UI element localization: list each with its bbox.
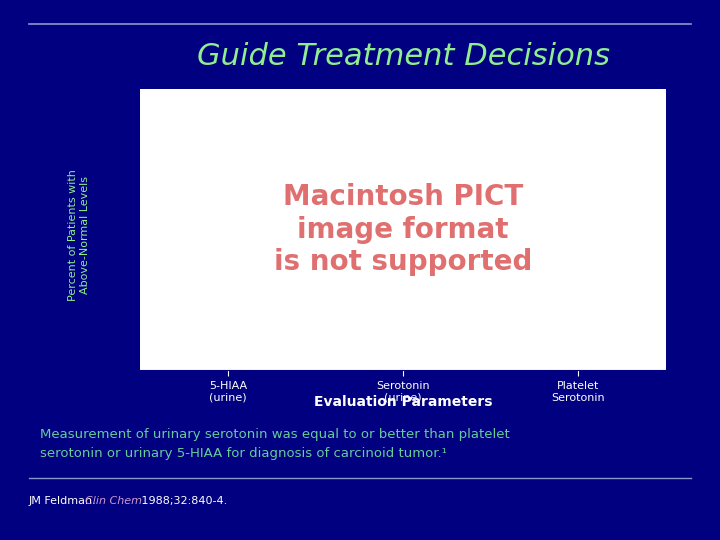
Text: Guide Treatment Decisions: Guide Treatment Decisions	[197, 42, 610, 71]
Text: Clin Chem.: Clin Chem.	[85, 496, 145, 506]
Text: 1988;32:840-4.: 1988;32:840-4.	[138, 496, 228, 506]
Text: Evaluation Parameters: Evaluation Parameters	[314, 395, 492, 409]
Text: serotonin or urinary 5-HIAA for diagnosis of carcinoid tumor.¹: serotonin or urinary 5-HIAA for diagnosi…	[40, 447, 446, 460]
Text: Percent of Patients with
Above-Normal Levels: Percent of Patients with Above-Normal Le…	[68, 169, 90, 301]
Text: JM Feldman.: JM Feldman.	[29, 496, 100, 506]
Text: Macintosh PICT
image format
is not supported: Macintosh PICT image format is not suppo…	[274, 183, 532, 276]
Text: Measurement of urinary serotonin was equal to or better than platelet: Measurement of urinary serotonin was equ…	[40, 428, 509, 441]
